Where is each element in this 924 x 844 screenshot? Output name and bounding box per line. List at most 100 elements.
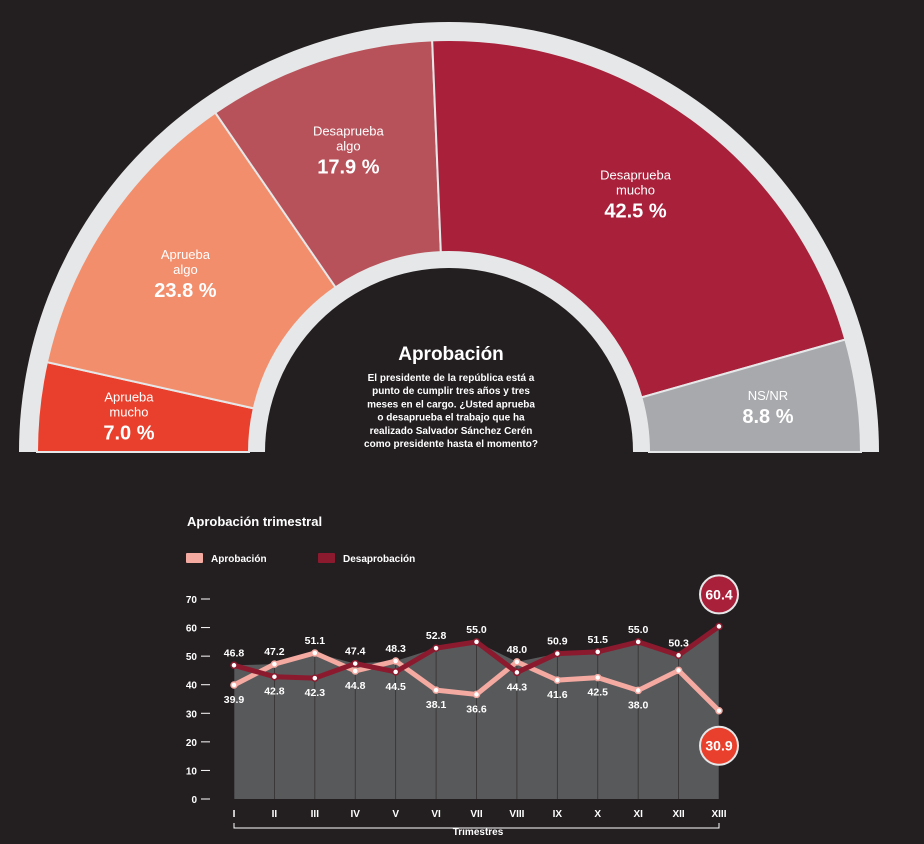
series-1-value-label: 55.0 [628, 624, 649, 636]
slice-4 [640, 338, 863, 453]
x-tick-label: XI [633, 809, 643, 820]
question-line: meses en el cargo. ¿Usted aprueba [367, 399, 535, 410]
x-tick-label: VIII [509, 809, 524, 820]
series-1-point [634, 638, 642, 646]
series-1-value-label: 44.3 [507, 681, 528, 693]
series-0-value-label: 41.6 [547, 689, 568, 701]
series-1-point [674, 651, 683, 660]
chart-title: Aprobación trimestral [187, 514, 322, 529]
line-chart: Aprobación trimestral Aprobación Desaprob… [186, 514, 739, 838]
series-0-value-label: 42.5 [588, 687, 609, 699]
x-tick-label: IV [351, 809, 361, 820]
y-tick-label: 0 [191, 795, 197, 806]
series-1-point [715, 622, 723, 631]
x-tick-label: X [594, 809, 601, 820]
x-tick-label: III [311, 809, 320, 820]
slice-3-value: 42.5 % [604, 200, 666, 222]
slice-2-label: Desaprueba [313, 123, 385, 138]
series-1-point [553, 649, 562, 658]
y-tick-label: 50 [186, 652, 198, 663]
question-text: El presidente de la república está a punt… [364, 373, 538, 450]
slice-0-label: mucho [109, 405, 148, 420]
series-0-value-label: 48.3 [385, 643, 406, 655]
series-0-point [674, 666, 683, 675]
series-1-value-label: 55.0 [466, 624, 487, 636]
series-0-point [311, 649, 319, 657]
question-line: como presidente hasta el momento? [364, 439, 538, 450]
slice-3-label: mucho [616, 182, 655, 197]
series-0-value-label: 36.6 [466, 703, 487, 715]
series-1-point [513, 668, 521, 677]
legend-swatch-1 [318, 553, 335, 563]
series-0-point [715, 706, 723, 715]
series-1-point [351, 659, 359, 668]
series-0-value-label: 44.8 [345, 680, 366, 692]
legend-label-1: Desaprobación [343, 554, 415, 565]
question-line: o desaprueba el trabajo que ha [377, 413, 525, 424]
series-1-point [472, 638, 481, 646]
series-1-value-label: 50.3 [668, 637, 689, 649]
highlight-bubble-0 [699, 725, 739, 766]
series-0-value-label: 38.0 [628, 699, 649, 711]
highlight-value-1: 60.4 [705, 586, 732, 602]
y-axis: 70 60 50 40 30 20 10 0 [186, 595, 210, 806]
series-1-point [432, 644, 440, 652]
x-tick-label: XII [672, 809, 684, 820]
series-1-value-label: 52.8 [426, 630, 447, 642]
series-1-value-label: 51.5 [588, 634, 609, 646]
x-tick-label: VII [470, 809, 482, 820]
question-line: realizado Salvador Sánchez Cerén [370, 426, 533, 437]
slice-4-value: 8.8 % [742, 406, 793, 428]
x-tick-label: II [272, 809, 278, 820]
x-tick-label: IX [553, 809, 563, 820]
slice-2-label: algo [336, 138, 361, 153]
series-1-value-label: 47.4 [345, 646, 366, 658]
series-0-point [351, 667, 359, 675]
x-axis: I II III IV V VI VII VIII IX X XI XII XIII [233, 809, 727, 829]
semicircle-slices [35, 39, 863, 453]
chart-series: 39.9 47.2 51.1 44.8 48.3 38.1 36.6 48.0 41.6 42.5… [224, 574, 739, 766]
y-tick-label: 20 [186, 738, 198, 749]
series-0-point [391, 657, 400, 665]
series-1-point [391, 668, 400, 676]
series-1-value-label: 44.5 [385, 681, 406, 693]
series-0-point [270, 660, 279, 668]
series-0-point [230, 681, 238, 689]
legend-label-0: Aprobación [211, 554, 267, 565]
chart-legend: Aprobación Desaprobación [186, 553, 415, 565]
y-tick-label: 30 [186, 709, 198, 720]
series-0-value-label: 47.2 [264, 646, 285, 658]
series-1-point [270, 672, 279, 681]
question-line: El presidente de la república está a [368, 373, 535, 384]
series-1-value-label: 46.8 [224, 647, 245, 659]
series-1-point [230, 661, 238, 670]
series-0-point [432, 686, 440, 694]
y-tick-label: 40 [186, 681, 198, 692]
legend-swatch-0 [186, 553, 203, 563]
series-1-value-label: 50.9 [547, 636, 568, 648]
series-0-point [553, 676, 562, 684]
y-tick-label: 10 [186, 766, 198, 777]
series-0-point [472, 690, 481, 699]
question-line: punto de cumplir tres años y tres [372, 386, 530, 397]
series-1-value-label: 42.3 [305, 687, 326, 699]
highlight-value-0: 30.9 [705, 738, 732, 754]
x-tick-label: VI [431, 809, 441, 820]
x-tick-label: I [233, 809, 236, 820]
slice-1-label: Aprueba [161, 247, 211, 262]
slice-0-value: 7.0 % [103, 423, 154, 445]
series-0-point [513, 658, 521, 666]
series-1-value-label: 42.8 [264, 686, 285, 698]
x-tick-label: V [392, 809, 399, 820]
slice-0-label: Aprueba [104, 390, 154, 405]
series-0-value-label: 38.1 [426, 699, 447, 711]
series-0-value-label: 51.1 [305, 635, 326, 647]
series-0-value-label: 48.0 [507, 644, 528, 656]
x-tick-label: XIII [711, 809, 726, 820]
slice-3-label: Desaprueba [600, 167, 672, 182]
x-axis-bracket [233, 823, 720, 829]
slice-4-label: NS/NR [748, 388, 788, 403]
